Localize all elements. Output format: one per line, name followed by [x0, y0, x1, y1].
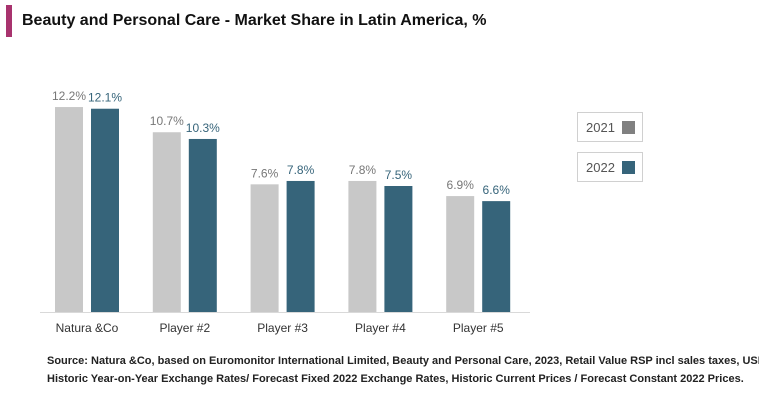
bar-2021 — [446, 196, 475, 312]
bar-2021 — [250, 184, 279, 312]
data-label: 12.1% — [88, 91, 122, 105]
category-label: Player #5 — [453, 321, 504, 335]
data-label: 12.2% — [52, 89, 86, 103]
source-note: Source: Natura &Co, based on Euromonitor… — [47, 352, 759, 388]
data-label: 7.6% — [251, 166, 279, 180]
category-label: Player #4 — [355, 321, 406, 335]
bar-2022 — [482, 201, 511, 312]
data-label: 6.6% — [483, 183, 511, 197]
data-label: 6.9% — [447, 178, 475, 192]
legend-item-2021: 2021 — [577, 112, 643, 142]
legend-swatch — [622, 121, 635, 134]
bar-2022 — [91, 108, 119, 312]
data-label: 7.8% — [349, 163, 377, 177]
data-label: 10.7% — [150, 114, 184, 128]
source-line-1: Source: Natura &Co, based on Euromonitor… — [47, 355, 759, 367]
title-accent-bar — [6, 5, 12, 37]
legend-swatch — [622, 161, 635, 174]
bar-2022 — [188, 138, 217, 312]
legend-item-2022: 2022 — [577, 152, 643, 182]
chart-title: Beauty and Personal Care - Market Share … — [22, 12, 487, 29]
data-label: 7.5% — [385, 168, 413, 182]
bar-2021 — [152, 132, 181, 312]
legend-label: 2022 — [586, 160, 615, 175]
bar-2022 — [286, 180, 315, 312]
data-label: 10.3% — [186, 121, 220, 135]
legend-label: 2021 — [586, 120, 615, 135]
bar-2022 — [384, 186, 413, 312]
bar-2021 — [348, 180, 377, 312]
source-line-2: Historic Year-on-Year Exchange Rates/ Fo… — [47, 373, 744, 385]
data-label: 7.8% — [287, 163, 315, 177]
bar-2021 — [55, 107, 83, 312]
category-label: Player #3 — [257, 321, 308, 335]
category-label: Player #2 — [159, 321, 210, 335]
category-label: Natura &Co — [56, 321, 119, 335]
